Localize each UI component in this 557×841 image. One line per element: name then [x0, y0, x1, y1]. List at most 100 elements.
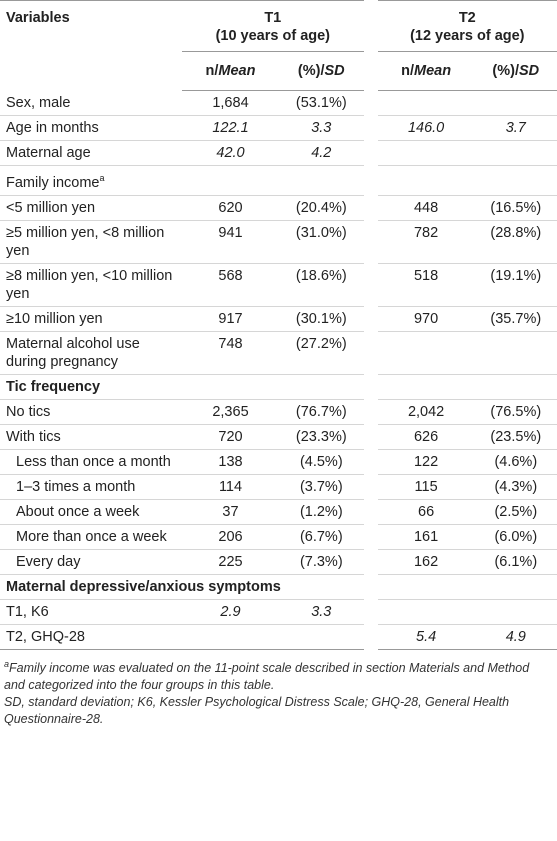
value-cell	[475, 91, 557, 116]
table-row: ≥5 million yen, <8 million yen 941 (31.0%)…	[0, 220, 557, 264]
row-label-cell: ≥8 million yen, <10 million yen	[0, 263, 182, 306]
table-row: More than once a week 206 (6.7%) 161 (6.0%)	[0, 524, 557, 550]
cell-value: 2.9	[220, 603, 241, 620]
subheader-italic: Mean	[218, 63, 256, 79]
cell-value: 206	[218, 528, 243, 545]
table-row: Maternal age 42.0 4.2	[0, 140, 557, 166]
value-cell: (3.7%)	[279, 474, 371, 499]
row-label-cell: <5 million yen	[0, 195, 182, 220]
row-label: Maternal age	[6, 145, 91, 161]
cell-value: 720	[218, 428, 243, 445]
cell-value: (2.5%)	[494, 503, 538, 520]
row-label-cell: Maternal age	[0, 141, 182, 166]
cell-value: (7.3%)	[299, 553, 343, 570]
cell-value: (23.5%)	[490, 428, 542, 445]
row-label: About once a week	[16, 503, 140, 520]
row-label: <5 million yen	[6, 199, 96, 216]
value-cell: 161	[363, 524, 475, 550]
value-cell: 42.0	[182, 141, 279, 166]
cell-value: 114	[218, 478, 243, 495]
group-header: T1 (10 years of age)	[182, 0, 371, 52]
group-name: T2	[458, 10, 476, 26]
row-label: Family income	[6, 174, 100, 191]
row-label-cell: ≥10 million yen	[0, 306, 182, 331]
subheader-cell: (%)/SD	[279, 51, 371, 91]
value-cell: (76.7%)	[279, 399, 371, 424]
row-label-cell: Sex, male	[0, 91, 182, 116]
value-cell: (31.0%)	[279, 220, 371, 263]
subheader-text: (%)/	[492, 63, 520, 79]
cell-value: 122.1	[212, 120, 249, 136]
value-cell: 917	[182, 306, 279, 331]
value-cell: 138	[182, 449, 279, 474]
value-cell	[363, 165, 475, 196]
header-row: Variables T1 (10 years of age) T2 (12 years …	[0, 0, 557, 52]
cell-value: 3.3	[311, 120, 332, 136]
row-label-cell: More than once a week	[0, 524, 182, 549]
cell-value: (19.1%)	[490, 267, 542, 284]
value-cell: 3.3	[279, 599, 371, 624]
row-label-cell: Age in months	[0, 116, 182, 141]
row-label-cell: 1–3 times a month	[0, 474, 182, 499]
cell-value: 42.0	[216, 145, 245, 161]
value-cell: 122	[363, 449, 475, 475]
row-label: T1, K6	[6, 603, 49, 620]
value-cell: 720	[182, 424, 279, 449]
value-cell: (6.1%)	[475, 549, 557, 574]
row-label: 1–3 times a month	[16, 478, 136, 495]
header-text: Variables	[6, 10, 70, 26]
value-cell: (2.5%)	[475, 499, 557, 524]
value-cell: 37	[182, 499, 279, 524]
value-cell: 3.3	[279, 116, 371, 141]
subheader-text: n/	[401, 63, 414, 79]
subheader-italic: SD	[324, 63, 345, 79]
value-cell: (23.5%)	[475, 424, 557, 449]
cell-value: (4.6%)	[494, 453, 538, 470]
cell-value: (27.2%)	[295, 335, 347, 352]
subheader-italic: Mean	[414, 63, 452, 79]
value-cell: (53.1%)	[279, 91, 371, 116]
value-cell: (6.7%)	[279, 524, 371, 549]
table-row: T2, GHQ-28 5.4 4.9	[0, 624, 557, 650]
value-cell: (20.4%)	[279, 195, 371, 220]
row-label-cell: Less than once a month	[0, 449, 182, 474]
value-cell: (6.0%)	[475, 524, 557, 549]
value-cell: 225	[182, 549, 279, 574]
row-label-cell: With tics	[0, 424, 182, 449]
footnote: aFamily income was evaluated on the 11-p…	[4, 656, 553, 694]
cell-value: 115	[414, 478, 438, 495]
value-cell: 3.7	[475, 116, 557, 141]
value-cell: 4.9	[475, 624, 557, 649]
value-cell: 518	[363, 263, 475, 307]
value-cell: (4.5%)	[279, 449, 371, 474]
value-cell: 941	[182, 220, 279, 263]
section-cell: Maternal depressive/anxious symptoms	[0, 574, 557, 599]
cell-value: (23.3%)	[295, 428, 347, 445]
cell-value: 448	[413, 199, 439, 216]
cell-value: 37	[222, 503, 239, 520]
cell-value: (18.6%)	[295, 267, 347, 284]
row-label: Every day	[16, 553, 81, 570]
table-header: Variables T1 (10 years of age) T2 (12 years …	[0, 0, 557, 91]
group-sub: (10 years of age)	[215, 28, 331, 44]
value-cell: (4.6%)	[475, 449, 557, 474]
value-cell	[279, 166, 371, 196]
cell-value: (6.7%)	[299, 528, 343, 545]
table-row: About once a week 37 (1.2%) 66 (2.5%)	[0, 499, 557, 525]
row-label-cell: About once a week	[0, 499, 182, 524]
cell-value: (53.1%)	[295, 95, 347, 111]
row-label: ≥8 million yen, <10 million yen	[6, 267, 173, 302]
table-row: Maternal alcohol use during pregnancy 748…	[0, 331, 557, 375]
cell-value: 4.9	[505, 628, 526, 645]
cell-value: 2,365	[212, 403, 249, 420]
row-label-cell: Family incomea	[0, 166, 182, 196]
cell-value: 3.7	[505, 120, 526, 136]
value-cell: (19.1%)	[475, 263, 557, 306]
cell-value: 122	[413, 453, 439, 470]
cell-value: 620	[218, 199, 243, 216]
subheader-cell: n/Mean	[182, 51, 279, 91]
value-cell: (27.2%)	[279, 331, 371, 374]
value-cell: 2,042	[363, 399, 475, 425]
row-label-cell: T2, GHQ-28	[0, 624, 182, 649]
footnote-text: Family income was evaluated on the 11-po…	[4, 660, 530, 692]
